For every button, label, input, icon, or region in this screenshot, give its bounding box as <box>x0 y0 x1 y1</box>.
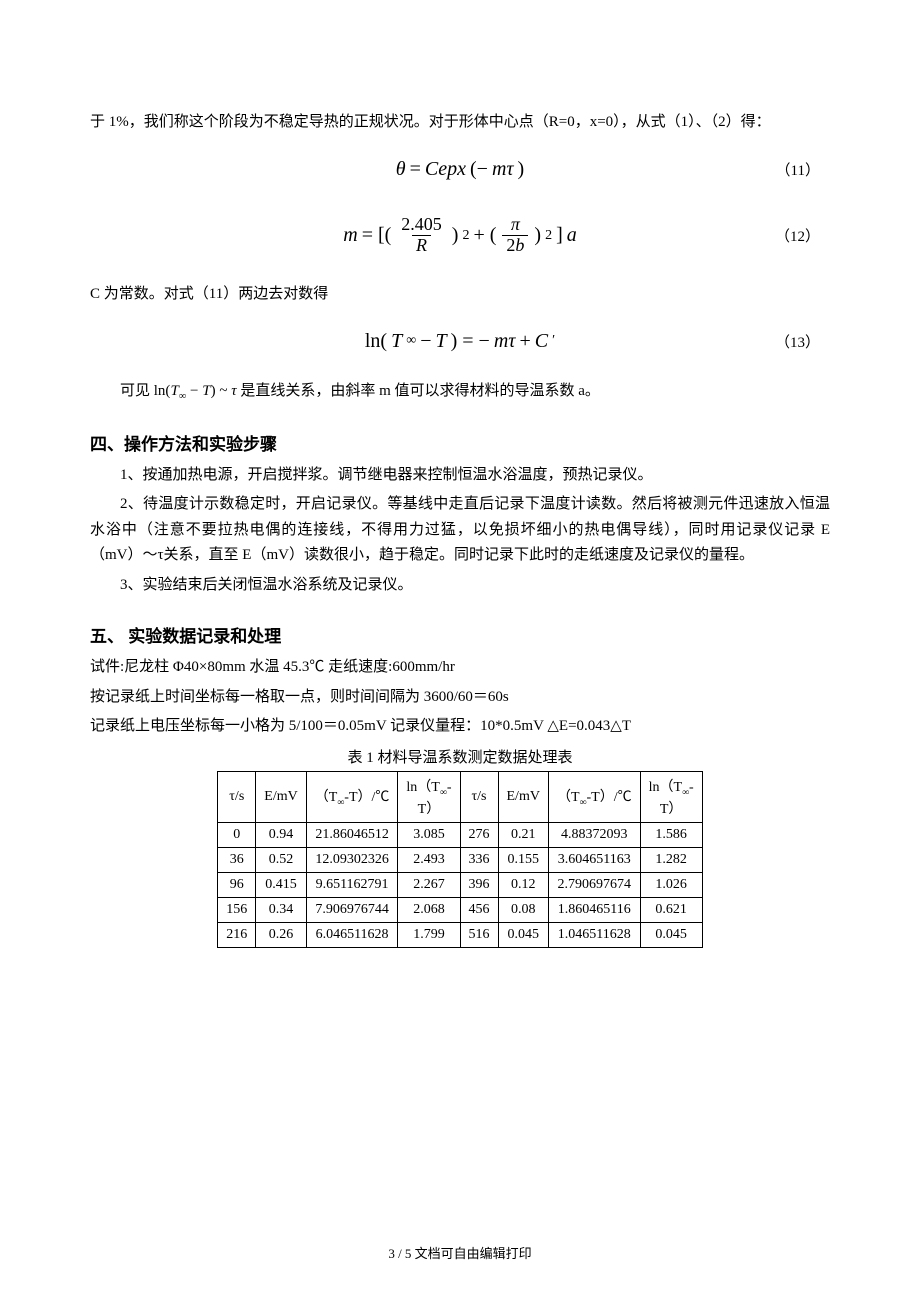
table-row: 2160.266.0465116281.7995160.0451.0465116… <box>218 922 702 947</box>
table-cell: 36 <box>218 847 256 872</box>
table-cell: 4.88372093 <box>548 822 640 847</box>
table-cell: 516 <box>460 922 498 947</box>
table-cell: 0.155 <box>498 847 548 872</box>
table-cell: 2.493 <box>398 847 460 872</box>
table-cell: 0.045 <box>498 922 548 947</box>
table-cell: 0.08 <box>498 897 548 922</box>
equation-11: θ = Cepx(−mτ) <box>396 158 524 181</box>
table-cell: 0.045 <box>640 922 702 947</box>
table-cell: 6.046511628 <box>306 922 398 947</box>
table-cell: 1.586 <box>640 822 702 847</box>
table-header-cell: （T∞-T）/℃ <box>306 771 398 822</box>
table-row: 1560.347.9069767442.0684560.081.86046511… <box>218 897 702 922</box>
intro-paragraph-1: 于 1%，我们称这个阶段为不稳定导热的正规状况。对于形体中心点（R=0，x=0）… <box>90 110 830 136</box>
page-footer: 3 / 5 文档可自由编辑打印 <box>0 1243 920 1262</box>
table-cell: 1.282 <box>640 847 702 872</box>
table-1-caption: 表 1 材料导温系数测定数据处理表 <box>90 746 830 767</box>
table-cell: 96 <box>218 872 256 897</box>
table-cell: 0 <box>218 822 256 847</box>
table-cell: 216 <box>218 922 256 947</box>
table-header-cell: E/mV <box>256 771 306 822</box>
section-5-line-1: 试件:尼龙柱 Φ40×80mm 水温 45.3℃ 走纸速度:600mm/hr <box>90 655 830 681</box>
equation-13-row: ln(T∞ − T) = −mτ + C′ （13） <box>90 321 830 361</box>
table-body: 00.9421.860465123.0852760.214.883720931.… <box>218 822 702 947</box>
table-cell: 396 <box>460 872 498 897</box>
table-cell: 0.26 <box>256 922 306 947</box>
table-cell: 1.046511628 <box>548 922 640 947</box>
table-header-cell: ln（T∞-T） <box>398 771 460 822</box>
section-5-line-2: 按记录纸上时间坐标每一格取一点，则时间间隔为 3600/60＝60s <box>90 685 830 711</box>
table-cell: 3.085 <box>398 822 460 847</box>
table-cell: 0.94 <box>256 822 306 847</box>
table-header-cell: ln（T∞-T） <box>640 771 702 822</box>
table-cell: 456 <box>460 897 498 922</box>
section-4-p3: 3、实验结束后关闭恒温水浴系统及记录仪。 <box>90 573 830 599</box>
equation-12-row: m = [( 2.405R )2 + ( π2b )2 ]a （12） <box>90 208 830 264</box>
equation-11-number: （11） <box>776 159 820 180</box>
section-4-p2: 2、待温度计示数稳定时，开启记录仪。等基线中走直后记录下温度计读数。然后将被测元… <box>90 492 830 569</box>
table-cell: 0.415 <box>256 872 306 897</box>
intro-p3-prefix: 可见 <box>120 383 150 399</box>
table-row: 960.4159.6511627912.2673960.122.79069767… <box>218 872 702 897</box>
section-4-p1: 1、按通加热电源，开启搅拌浆。调节继电器来控制恒温水浴温度，预热记录仪。 <box>90 463 830 489</box>
table-cell: 21.86046512 <box>306 822 398 847</box>
table-cell: 1.026 <box>640 872 702 897</box>
table-header-row: τ/sE/mV（T∞-T）/℃ln（T∞-T）τ/sE/mV（T∞-T）/℃ln… <box>218 771 702 822</box>
table-header-cell: （T∞-T）/℃ <box>548 771 640 822</box>
table-cell: 0.34 <box>256 897 306 922</box>
section-5-title: 五、 实验数据记录和处理 <box>90 622 830 647</box>
table-cell: 2.267 <box>398 872 460 897</box>
table-header-cell: τ/s <box>460 771 498 822</box>
table-row: 00.9421.860465123.0852760.214.883720931.… <box>218 822 702 847</box>
equation-12-number: （12） <box>775 225 820 246</box>
table-cell: 12.09302326 <box>306 847 398 872</box>
equation-11-row: θ = Cepx(−mτ) （11） <box>90 150 830 190</box>
table-cell: 1.799 <box>398 922 460 947</box>
table-cell: 7.906976744 <box>306 897 398 922</box>
table-cell: 2.068 <box>398 897 460 922</box>
intro-paragraph-3: 可见 ln(T∞ − T) ~ τ 是直线关系，由斜率 m 值可以求得材料的导温… <box>90 379 830 406</box>
table-cell: 0.12 <box>498 872 548 897</box>
table-cell: 0.621 <box>640 897 702 922</box>
intro-p3-suffix: 是直线关系，由斜率 m 值可以求得材料的导温系数 a。 <box>240 383 600 399</box>
table-header-cell: E/mV <box>498 771 548 822</box>
section-5-line-3: 记录纸上电压坐标每一小格为 5/100＝0.05mV 记录仪量程：10*0.5m… <box>90 714 830 740</box>
table-cell: 336 <box>460 847 498 872</box>
intro-paragraph-2: C 为常数。对式（11）两边去对数得 <box>90 282 830 308</box>
table-cell: 1.860465116 <box>548 897 640 922</box>
table-row: 360.5212.093023262.4933360.1553.60465116… <box>218 847 702 872</box>
equation-12: m = [( 2.405R )2 + ( π2b )2 ]a <box>343 215 577 256</box>
page-container: 于 1%，我们称这个阶段为不稳定导热的正规状况。对于形体中心点（R=0，x=0）… <box>0 0 920 1302</box>
data-table-1: τ/sE/mV（T∞-T）/℃ln（T∞-T）τ/sE/mV（T∞-T）/℃ln… <box>217 771 702 948</box>
table-cell: 276 <box>460 822 498 847</box>
section-4-title: 四、操作方法和实验步骤 <box>90 430 830 455</box>
equation-13: ln(T∞ − T) = −mτ + C′ <box>365 330 555 353</box>
table-cell: 9.651162791 <box>306 872 398 897</box>
equation-13-number: （13） <box>775 331 820 352</box>
table-cell: 156 <box>218 897 256 922</box>
table-cell: 2.790697674 <box>548 872 640 897</box>
table-cell: 3.604651163 <box>548 847 640 872</box>
table-header-cell: τ/s <box>218 771 256 822</box>
table-cell: 0.21 <box>498 822 548 847</box>
table-cell: 0.52 <box>256 847 306 872</box>
